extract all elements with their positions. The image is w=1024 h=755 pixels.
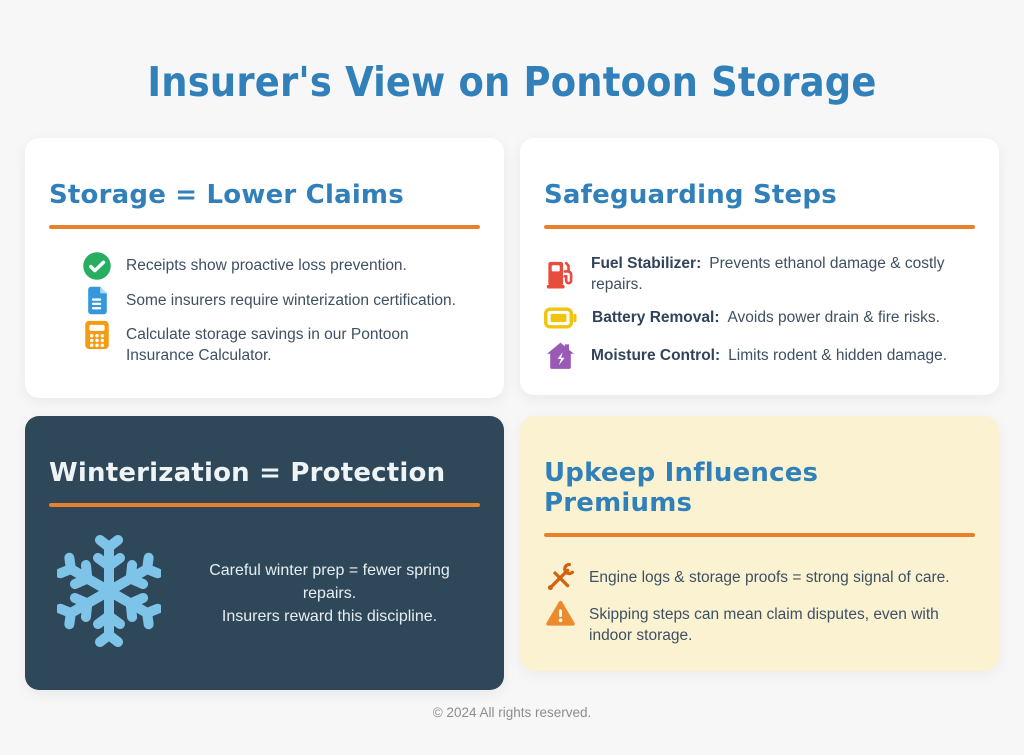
card-title: Upkeep Influences Premiums xyxy=(544,458,819,518)
card-winterization-protection: Winterization = Protection xyxy=(25,416,504,690)
list-item: Fuel Stabilizer: Prevents ethanol damage … xyxy=(544,253,975,296)
item-desc: Avoids power drain & fire risks. xyxy=(727,309,941,327)
check-circle-icon xyxy=(81,251,113,281)
card-title: Safeguarding Steps xyxy=(544,180,837,210)
card-upkeep-premiums: Upkeep Influences Premiums Engine logs &… xyxy=(520,416,999,671)
winter-content: Careful winter prep = fewer spring repai… xyxy=(49,535,480,652)
list-item: Engine logs & storage proofs = strong si… xyxy=(544,563,975,593)
calculator-icon xyxy=(81,320,113,350)
snowflake-icon xyxy=(55,535,163,652)
winter-line-2: Insurers reward this discipline. xyxy=(221,608,438,626)
item-label: Fuel Stabilizer: xyxy=(591,255,702,272)
item-label: Battery Removal: xyxy=(592,309,720,327)
item-label: Moisture Control: xyxy=(591,346,721,364)
page-title: Insurer's View on Pontoon Storage xyxy=(147,58,877,106)
item-desc: Prevents ethanol damage & costly repairs… xyxy=(591,255,945,294)
winter-line-1: Careful winter prep = fewer spring repai… xyxy=(209,561,450,602)
card-storage-lower-claims: Storage = Lower Claims Receipts show pro… xyxy=(25,138,504,398)
cards-grid: Storage = Lower Claims Receipts show pro… xyxy=(25,138,999,690)
list-item: Moisture Control: Limits rodent & hidden … xyxy=(544,340,975,371)
item-text: Moisture Control: Limits rodent & hidden … xyxy=(591,345,947,366)
item-text: Fuel Stabilizer: Prevents ethanol damage … xyxy=(591,253,975,296)
list-item: Some insurers require winterization cert… xyxy=(81,286,480,315)
house-crack-icon xyxy=(544,340,576,371)
orange-divider xyxy=(49,225,480,229)
winter-text: Careful winter prep = fewer spring repai… xyxy=(187,559,472,629)
list-item: Receipts show proactive loss prevention. xyxy=(81,251,480,281)
fuel-pump-icon xyxy=(544,259,576,290)
tools-icon xyxy=(544,563,576,593)
orange-divider xyxy=(544,533,975,537)
orange-divider xyxy=(49,503,480,507)
card-safeguarding-steps: Safeguarding Steps Fuel Stabilizer: Preve… xyxy=(520,138,999,395)
item-text: Some insurers require winterization cert… xyxy=(126,292,456,309)
item-text: Calculate storage savings in our Pontoon… xyxy=(126,326,409,365)
footer-copyright: © 2024 All rights reserved. xyxy=(432,705,592,720)
list-item: Battery Removal: Avoids power drain & fir… xyxy=(544,305,975,331)
item-text: Engine logs & storage proofs = strong si… xyxy=(589,569,950,586)
document-icon xyxy=(81,286,113,315)
item-list: Receipts show proactive loss prevention.… xyxy=(81,251,480,367)
warning-icon xyxy=(544,600,576,627)
item-list: Fuel Stabilizer: Prevents ethanol damage … xyxy=(544,253,975,371)
list-item: Skipping steps can mean claim disputes, … xyxy=(544,600,975,647)
item-text: Skipping steps can mean claim disputes, … xyxy=(589,606,939,645)
item-list: Engine logs & storage proofs = strong si… xyxy=(544,563,975,647)
orange-divider xyxy=(544,225,975,229)
item-text: Battery Removal: Avoids power drain & fir… xyxy=(592,307,940,328)
item-desc: Limits rodent & hidden damage. xyxy=(728,346,948,364)
card-title: Storage = Lower Claims xyxy=(49,180,404,210)
item-text: Receipts show proactive loss prevention. xyxy=(126,257,407,274)
list-item: Calculate storage savings in our Pontoon… xyxy=(81,320,480,367)
card-title: Winterization = Protection xyxy=(49,458,446,488)
battery-icon xyxy=(544,305,577,331)
